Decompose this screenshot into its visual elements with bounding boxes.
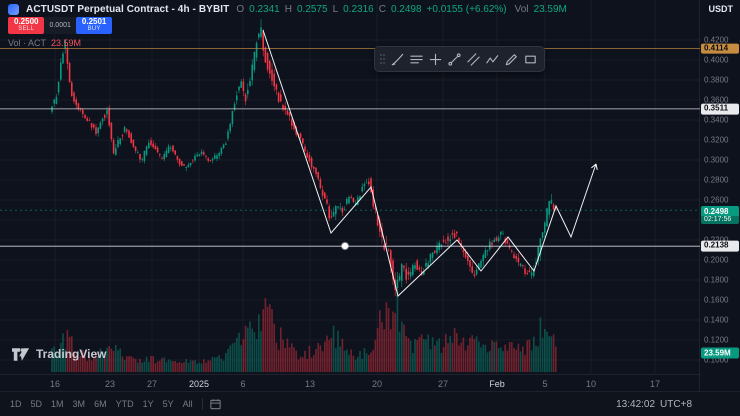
- last-price-value: 0.2498: [704, 207, 729, 217]
- watermark-text: TradingView: [36, 347, 107, 361]
- chart-canvas[interactable]: [0, 0, 700, 374]
- price-axis[interactable]: 0.4200 0.4000 0.3800 0.3600 0.3400 0.3200 0.30…: [699, 0, 740, 392]
- sell-button[interactable]: 0.2500 SELL: [8, 17, 45, 34]
- range-1m[interactable]: 1M: [47, 396, 68, 412]
- price-tick: 0.2800: [704, 175, 729, 185]
- range-1d[interactable]: 1D: [6, 396, 26, 412]
- volume-label: Vol: [514, 4, 529, 15]
- footer-divider: [201, 398, 203, 410]
- time-tick: 6: [240, 379, 246, 389]
- price-tick: 0.1800: [704, 275, 729, 285]
- time-tick: 27: [146, 379, 158, 389]
- range-all[interactable]: All: [179, 396, 197, 412]
- bar-countdown: 02:17:56: [701, 216, 739, 225]
- price-tick: 0.3200: [704, 135, 729, 145]
- price-tick: 0.3000: [704, 155, 729, 165]
- volume-indicator-value: 23.59M: [51, 38, 82, 48]
- volume-axis-badge: 23.59M: [701, 347, 739, 359]
- spread-value: 0.0001: [44, 17, 76, 34]
- chart-legend: ACTUSDT Perpetual Contract - 4h - BYBIT …: [8, 4, 567, 15]
- price-tick: 0.4000: [704, 55, 729, 65]
- price-line-label[interactable]: 0.3511: [701, 103, 739, 115]
- price-tick: 0.3400: [704, 115, 729, 125]
- time-tick: 5: [542, 379, 548, 389]
- sell-price: 0.2500: [14, 17, 39, 26]
- close-value: 0.2498: [390, 4, 422, 15]
- price-tick: 0.1400: [704, 315, 729, 325]
- high-value: 0.2575: [296, 4, 328, 15]
- volume-indicator-legend[interactable]: Vol · ACT 23.59M: [8, 38, 81, 48]
- price-tick: 0.2000: [704, 255, 729, 265]
- tradingview-logo-icon: [12, 347, 30, 361]
- time-tick: 16: [49, 379, 61, 389]
- price-tick: 0.3800: [704, 75, 729, 85]
- rectangle-icon[interactable]: [521, 50, 540, 69]
- go-to-date-icon[interactable]: [208, 396, 224, 412]
- time-axis[interactable]: 16 23 27 2025 6 13 20 27 Feb 5 10 17: [0, 374, 700, 393]
- time-tick: 13: [304, 379, 316, 389]
- symbol-title[interactable]: ACTUSDT Perpetual Contract - 4h - BYBIT: [26, 4, 230, 15]
- time-tick: 2025: [188, 379, 210, 389]
- cross-icon[interactable]: [426, 50, 445, 69]
- range-5y[interactable]: 5Y: [159, 396, 178, 412]
- buy-price: 0.2501: [81, 17, 107, 26]
- time-tick: Feb: [489, 379, 505, 389]
- buy-label: BUY: [87, 26, 101, 33]
- brush-icon[interactable]: [388, 50, 407, 69]
- low-label: L: [332, 4, 339, 15]
- ohlc-values: O 0.2341 H 0.2575 L 0.2316 C 0.2498 +0.0155 …: [236, 4, 567, 15]
- open-value: 0.2341: [249, 4, 280, 15]
- time-tick: 27: [437, 379, 449, 389]
- sell-label: SELL: [18, 26, 35, 33]
- open-label: O: [236, 4, 245, 15]
- price-tick: 0.1000: [704, 355, 729, 365]
- change-value: +0.0155 (+6.62%): [426, 4, 507, 15]
- range-ytd[interactable]: YTD: [112, 396, 138, 412]
- price-tick: 0.1200: [704, 335, 729, 345]
- range-1y[interactable]: 1Y: [139, 396, 158, 412]
- high-label: H: [284, 4, 292, 15]
- toolbar-drag-handle-icon[interactable]: [379, 51, 386, 67]
- price-tick: 0.3600: [704, 95, 729, 105]
- price-tick: 0.4200: [704, 35, 729, 45]
- volume-value: 23.59M: [533, 4, 567, 15]
- range-buttons: 1D 5D 1M 3M 6M YTD 1Y 5Y All: [6, 396, 197, 412]
- drawing-toolbar: [374, 46, 545, 72]
- clock-time: 13:42:02: [616, 398, 656, 410]
- parallel-channel-icon[interactable]: [464, 50, 483, 69]
- range-6m[interactable]: 6M: [90, 396, 111, 412]
- time-tick: 23: [104, 379, 116, 389]
- trend-line-icon[interactable]: [445, 50, 464, 69]
- pencil-icon[interactable]: [502, 50, 521, 69]
- clock-timezone-button[interactable]: 13:42:02 UTC+8: [616, 399, 692, 410]
- price-line-label[interactable]: 0.2138: [701, 240, 739, 252]
- range-3m[interactable]: 3M: [69, 396, 90, 412]
- close-label: C: [378, 4, 386, 15]
- range-5d[interactable]: 5D: [27, 396, 47, 412]
- last-price-badge[interactable]: 0.2498 02:17:56: [701, 206, 739, 225]
- time-tick: 17: [649, 379, 661, 389]
- trade-panel: 0.2500 SELL 0.0001 0.2501 BUY: [8, 17, 113, 34]
- time-tick: 10: [585, 379, 597, 389]
- low-value: 0.2316: [343, 4, 374, 15]
- timezone-label: UTC+8: [660, 398, 692, 410]
- price-tick: 0.2600: [704, 195, 729, 205]
- buy-button[interactable]: 0.2501 BUY: [75, 17, 113, 34]
- price-tick: 0.2200: [704, 236, 728, 245]
- price-tick: 0.1600: [704, 295, 729, 305]
- tradingview-watermark[interactable]: TradingView: [12, 347, 106, 361]
- horizontal-lines-icon[interactable]: [407, 50, 426, 69]
- zigzag-icon[interactable]: [483, 50, 502, 69]
- time-tick: 20: [371, 379, 383, 389]
- symbol-logo-icon[interactable]: [8, 4, 19, 15]
- volume-indicator-label: Vol · ACT: [8, 38, 47, 48]
- currency-toggle[interactable]: USDT: [708, 4, 734, 14]
- price-line-label[interactable]: 0.4114: [701, 43, 739, 54]
- bottom-toolbar: 1D 5D 1M 3M 6M YTD 1Y 5Y All 13:42:02 UTC+8: [0, 391, 740, 416]
